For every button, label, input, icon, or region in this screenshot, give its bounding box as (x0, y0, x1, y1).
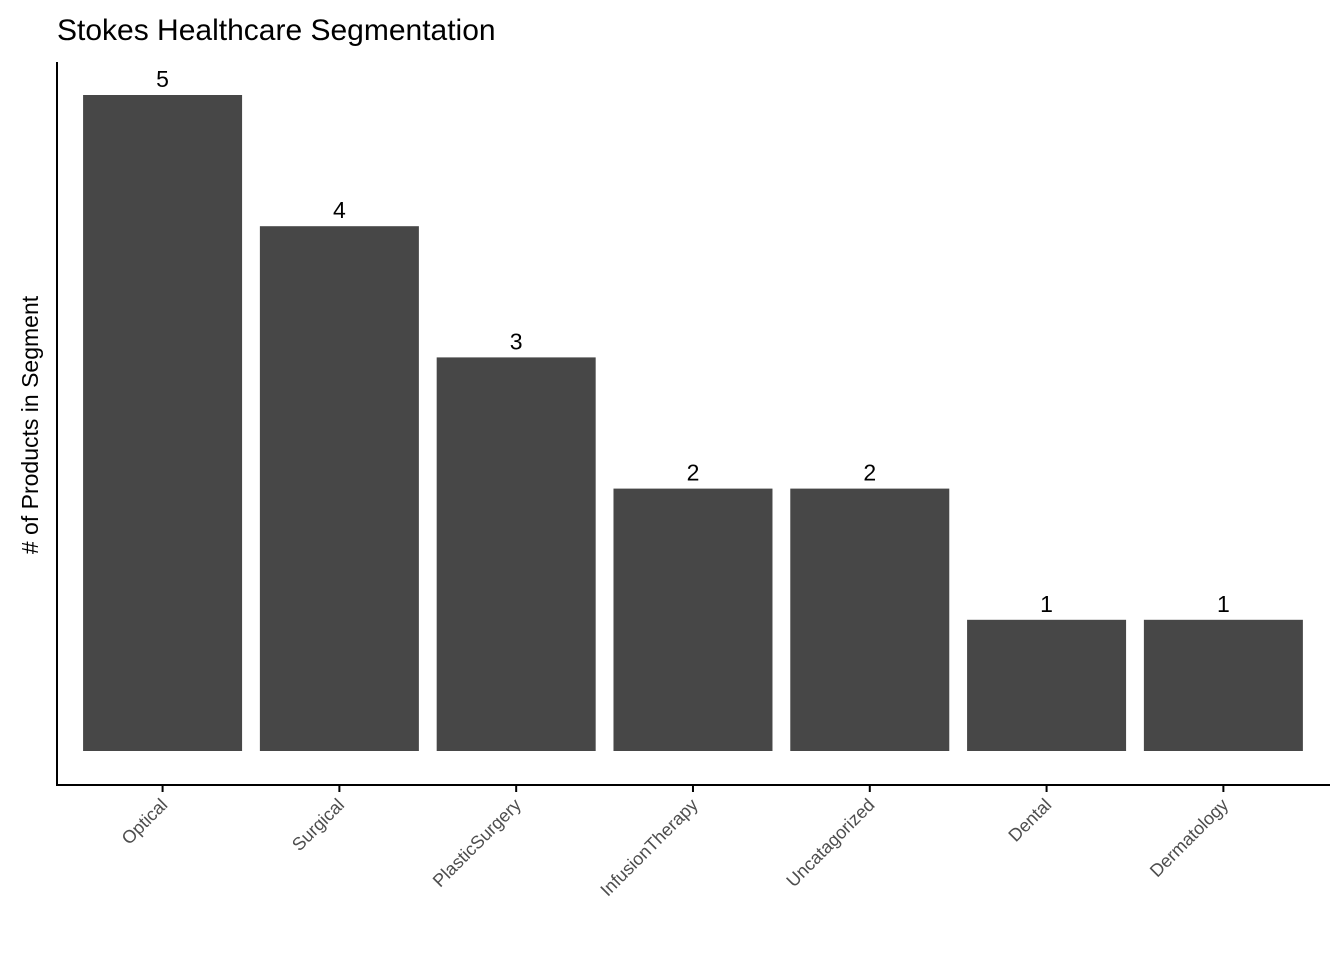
data-label: 4 (333, 197, 346, 223)
x-tick-label: PlasticSurgery (429, 795, 525, 891)
bar-dermatology (1143, 619, 1303, 751)
data-label: 2 (687, 460, 700, 486)
chart-title: Stokes Healthcare Segmentation (57, 14, 496, 47)
data-label: 2 (863, 460, 876, 486)
x-tick-label: Optical (118, 795, 172, 849)
bar-surgical (259, 226, 419, 751)
data-label: 5 (156, 66, 169, 92)
x-tick-label: Uncatagorized (782, 795, 878, 891)
x-tick-label: Dental (1004, 795, 1055, 846)
x-tick-label: InfusionTherapy (596, 795, 701, 900)
x-tick-label: Surgical (288, 795, 348, 855)
bar-dental (967, 619, 1127, 751)
data-label: 1 (1040, 591, 1053, 617)
bar-optical (83, 95, 243, 751)
bar-plasticsurgery (436, 357, 596, 751)
y-axis-label: # of Products in Segment (17, 295, 43, 554)
bar-uncatagorized (790, 488, 950, 751)
data-label: 3 (510, 328, 523, 354)
x-tick-label: Dermatology (1146, 795, 1232, 881)
data-label: 1 (1217, 591, 1230, 617)
bar-infusiontherapy (613, 488, 773, 751)
